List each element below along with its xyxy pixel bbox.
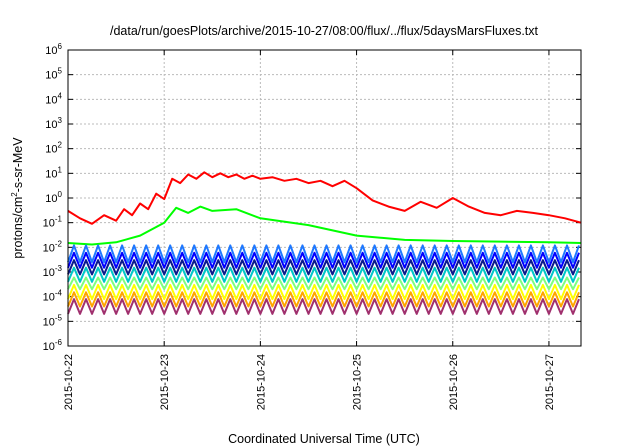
y-tick-base: 10 xyxy=(43,292,55,304)
series-line-9 xyxy=(67,291,580,308)
y-tick-base: 10 xyxy=(45,94,57,106)
y-axis-ticks: 10610510410310210110010-110-210-310-410-… xyxy=(43,42,581,353)
series-group xyxy=(67,171,582,315)
y-tick-label: 104 xyxy=(45,91,62,106)
series-line-7 xyxy=(67,276,580,291)
x-tick-label: 2015-10-25 xyxy=(352,354,364,410)
y-tick-exponent: -3 xyxy=(55,264,63,273)
series-line-2 xyxy=(67,205,582,246)
y-tick-label: 106 xyxy=(45,42,62,57)
y-tick-label: 100 xyxy=(45,190,62,205)
series-line-8 xyxy=(67,283,580,301)
y-tick-label: 103 xyxy=(45,116,62,131)
y-tick-base: 10 xyxy=(45,144,57,156)
plot-frame xyxy=(67,49,582,347)
y-axis-label: protons/cm2-s-sr-MeV xyxy=(10,137,25,259)
x-axis-label: Coordinated Universal Time (UTC) xyxy=(228,432,420,446)
y-tick-exponent: -1 xyxy=(55,215,63,224)
x-tick-label: 2015-10-23 xyxy=(159,354,171,410)
y-tick-label: 102 xyxy=(45,141,62,156)
y-axis-label-post: -s-sr-MeV xyxy=(11,137,25,193)
series-line-4 xyxy=(67,251,580,269)
y-tick-label: 105 xyxy=(45,67,62,82)
y-tick-exponent: 2 xyxy=(58,141,63,150)
x-tick-label: 2015-10-22 xyxy=(63,354,75,410)
y-tick-exponent: -2 xyxy=(55,239,63,248)
y-axis-label-pre: protons/cm xyxy=(11,197,25,259)
y-tick-label: 10-6 xyxy=(43,338,63,353)
y-tick-base: 10 xyxy=(43,341,55,353)
y-tick-exponent: -5 xyxy=(55,313,63,322)
x-tick-label: 2015-10-24 xyxy=(255,354,267,410)
series-line-5 xyxy=(67,259,580,276)
series-line-6 xyxy=(67,266,580,283)
y-tick-base: 10 xyxy=(45,119,57,131)
x-tick-label: 2015-10-26 xyxy=(448,354,460,410)
y-tick-base: 10 xyxy=(45,70,57,82)
x-axis-ticks: 2015-10-22 2015-10-23 2015-10-24 2015-10-25… xyxy=(63,50,556,410)
series-line-10 xyxy=(67,298,580,315)
chart-title: /data/run/goesPlots/archive/2015-10-27/0… xyxy=(110,24,539,38)
y-tick-label: 10-1 xyxy=(43,215,63,230)
y-tick-exponent: -6 xyxy=(55,338,63,347)
y-tick-exponent: 5 xyxy=(58,67,63,76)
y-tick-label: 10-4 xyxy=(43,289,63,304)
y-tick-base: 10 xyxy=(43,218,55,230)
y-tick-exponent: 4 xyxy=(58,91,63,100)
y-tick-base: 10 xyxy=(45,45,57,57)
y-tick-exponent: 3 xyxy=(58,116,63,125)
y-tick-base: 10 xyxy=(43,267,55,279)
y-axis-label-sup: 2 xyxy=(10,192,19,197)
y-tick-label: 10-2 xyxy=(43,239,63,254)
y-tick-exponent: 6 xyxy=(58,42,63,51)
y-tick-base: 10 xyxy=(45,193,57,205)
y-tick-base: 10 xyxy=(43,316,55,328)
x-tick-label: 2015-10-27 xyxy=(544,354,556,410)
y-tick-base: 10 xyxy=(45,168,57,180)
series-line-3 xyxy=(67,244,580,264)
y-tick-base: 10 xyxy=(43,242,55,254)
y-tick-label: 101 xyxy=(45,165,62,180)
y-tick-exponent: -4 xyxy=(55,289,63,298)
y-tick-exponent: 1 xyxy=(58,165,63,174)
series-line-1 xyxy=(67,171,582,225)
y-tick-label: 10-3 xyxy=(43,264,63,279)
y-tick-exponent: 0 xyxy=(58,190,63,199)
y-tick-label: 10-5 xyxy=(43,313,63,328)
